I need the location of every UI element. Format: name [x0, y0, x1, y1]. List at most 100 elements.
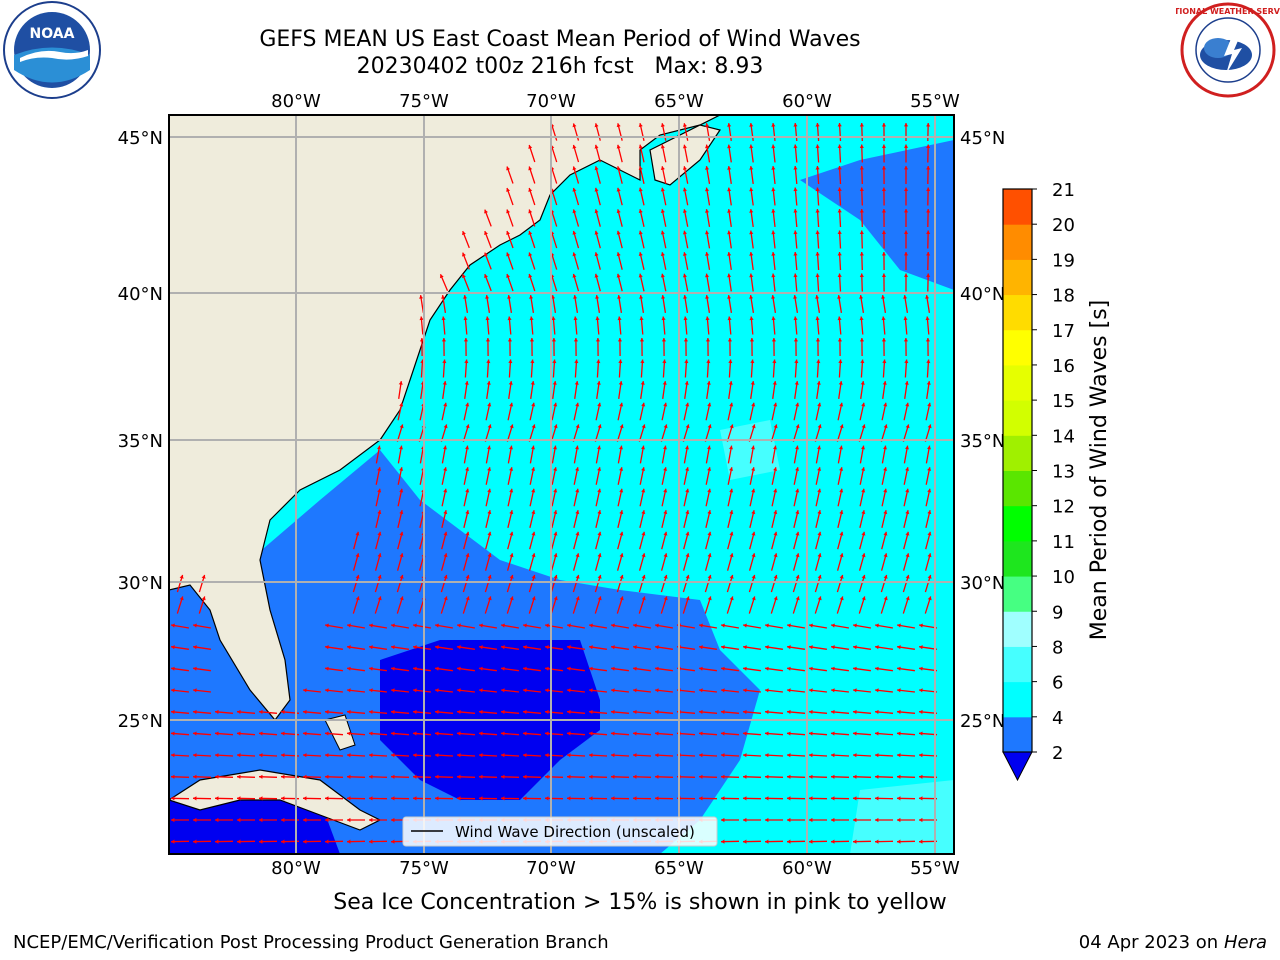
wind-arrow — [610, 753, 630, 758]
wind-arrow — [896, 753, 916, 758]
wind-arrow — [654, 796, 674, 801]
wind-arrow — [419, 337, 424, 357]
wind-arrow — [837, 488, 844, 507]
wind-arrow — [859, 144, 864, 163]
wind-arrow — [617, 445, 623, 464]
wind-arrow — [793, 294, 799, 314]
wind-arrow — [838, 381, 843, 399]
wind-arrow — [572, 166, 580, 184]
wind-arrow — [192, 753, 212, 758]
wind-arrow — [324, 623, 344, 629]
wind-arrow — [419, 316, 424, 335]
wind-arrow — [616, 187, 623, 206]
wind-arrow — [815, 445, 821, 464]
wind-arrow — [852, 753, 872, 758]
wind-arrow — [618, 381, 623, 399]
wind-arrow — [390, 623, 410, 629]
wind-arrow — [705, 144, 711, 163]
wind-arrow — [706, 381, 711, 399]
wind-arrow — [660, 166, 667, 184]
wind-arrow — [368, 774, 388, 779]
wind-arrow — [858, 424, 866, 442]
wind-arrow — [749, 273, 754, 292]
wind-arrow — [463, 531, 470, 550]
wind-arrow — [793, 230, 798, 249]
wind-arrow — [566, 774, 586, 779]
wind-arrow — [507, 316, 512, 335]
wind-arrow — [528, 273, 536, 292]
wind-arrow — [874, 796, 894, 801]
wind-arrow — [705, 208, 711, 228]
wind-arrow — [765, 645, 783, 650]
wind-arrow — [925, 467, 932, 485]
wind-arrow — [595, 488, 602, 507]
wind-arrow — [594, 273, 601, 292]
wind-arrow — [324, 839, 344, 844]
wind-arrow — [683, 402, 690, 421]
lon-tick-label-top: 70°W — [526, 91, 576, 112]
wind-arrow — [501, 666, 519, 672]
wind-arrow — [859, 488, 866, 507]
wind-arrow — [793, 187, 798, 206]
wind-arrow — [660, 144, 667, 163]
wind-arrow — [610, 774, 630, 779]
wind-arrow — [500, 753, 520, 758]
wind-arrow — [786, 709, 806, 714]
wind-arrow — [617, 294, 623, 314]
wind-arrow — [683, 488, 690, 507]
wind-arrow — [904, 252, 909, 270]
wind-arrow — [368, 796, 388, 801]
wind-arrow — [902, 574, 910, 593]
wind-arrow — [397, 510, 404, 528]
wind-arrow — [875, 666, 893, 672]
wind-arrow — [771, 187, 776, 206]
wind-arrow — [258, 753, 278, 758]
wind-arrow — [566, 623, 586, 629]
wind-arrow — [610, 796, 630, 801]
wind-arrow — [616, 596, 624, 614]
wind-arrow — [815, 316, 820, 335]
wind-arrow — [574, 359, 579, 378]
wind-arrow — [853, 666, 871, 672]
wind-arrow — [566, 796, 586, 801]
wind-arrow — [390, 774, 410, 779]
wind-arrow — [859, 165, 864, 185]
wind-arrow — [589, 688, 607, 693]
wind-arrow — [398, 381, 403, 399]
wind-arrow — [837, 294, 843, 314]
wind-arrow — [771, 316, 776, 335]
wind-arrow — [640, 381, 645, 399]
wind-arrow — [837, 531, 844, 550]
wind-arrow — [793, 510, 800, 528]
wind-arrow — [830, 839, 850, 844]
wind-arrow — [926, 251, 931, 271]
wind-arrow — [683, 316, 688, 335]
wind-arrow — [750, 359, 755, 378]
wind-arrow — [698, 709, 718, 714]
wind-arrow — [434, 796, 454, 801]
wind-arrow — [705, 510, 712, 528]
wind-arrow — [764, 796, 784, 801]
wind-arrow — [347, 817, 365, 823]
wind-arrow — [375, 488, 382, 507]
wind-arrow — [654, 709, 674, 714]
wind-arrow — [463, 467, 470, 485]
ocean-region-lt-2s-caribbean — [169, 800, 340, 854]
wind-arrow — [463, 445, 469, 464]
colorbar-tick-label: 20 — [1052, 215, 1075, 236]
wind-arrow — [639, 294, 645, 314]
wind-arrow — [236, 796, 256, 801]
wind-arrow — [815, 273, 820, 292]
wind-arrow — [837, 467, 844, 485]
wind-arrow — [544, 774, 564, 779]
wind-arrow — [660, 424, 668, 442]
wind-arrow — [808, 839, 828, 844]
wind-arrow — [726, 553, 734, 571]
wind-arrow — [808, 623, 828, 629]
wind-arrow — [772, 359, 777, 378]
wind-arrow — [772, 381, 777, 399]
wind-arrow — [764, 753, 784, 758]
wind-arrow — [698, 796, 718, 801]
wind-arrow — [551, 316, 556, 335]
wind-arrow — [551, 467, 558, 485]
